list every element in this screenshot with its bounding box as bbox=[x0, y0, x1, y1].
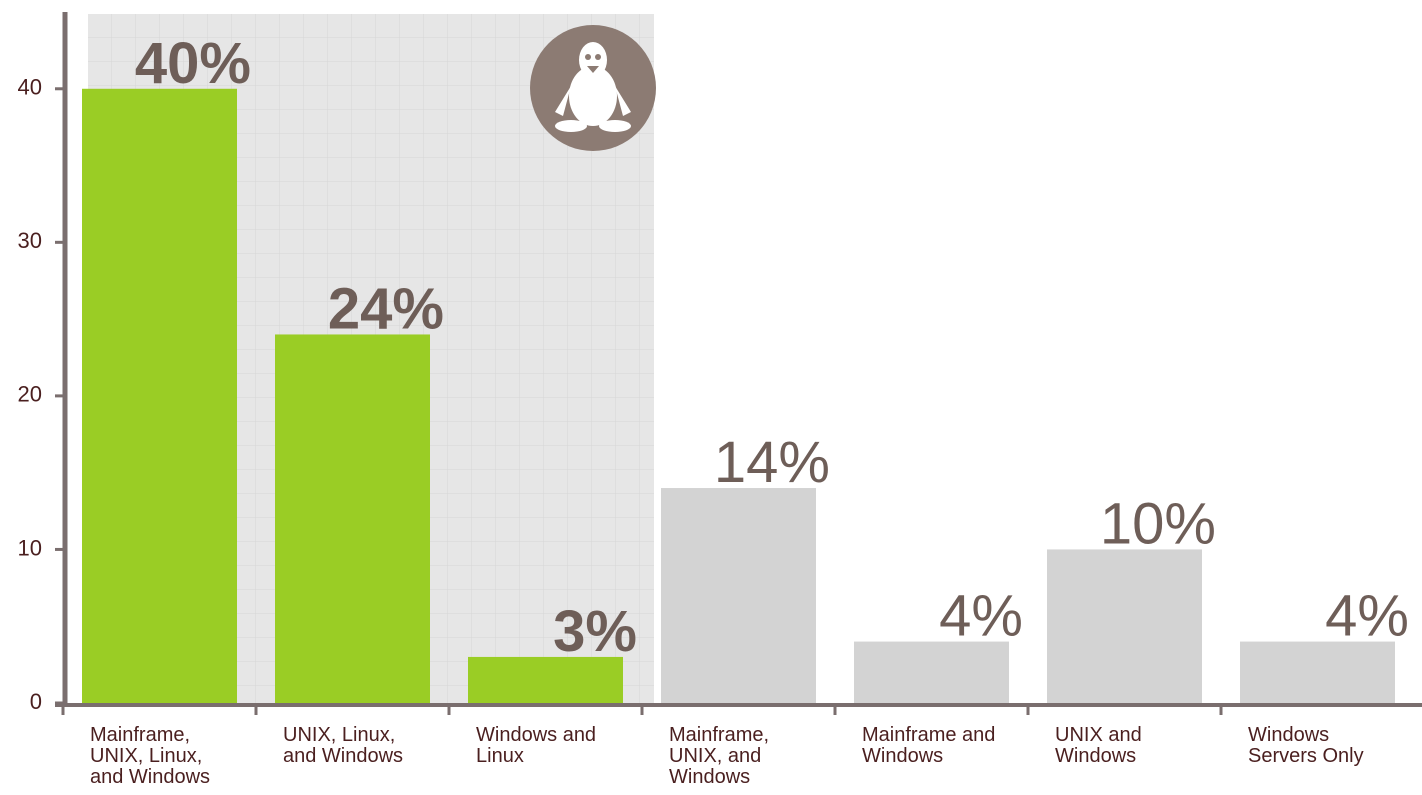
y-tick-label: 40 bbox=[18, 75, 42, 100]
x-tick-label: UNIX, Linux, and Windows bbox=[283, 724, 404, 767]
bar bbox=[1047, 549, 1202, 703]
value-label: 10% bbox=[1100, 491, 1216, 556]
bar bbox=[275, 334, 430, 703]
linux-icon bbox=[530, 25, 656, 151]
y-tick-label: 10 bbox=[18, 535, 42, 560]
y-tick-label: 0 bbox=[30, 689, 42, 714]
value-label: 4% bbox=[939, 584, 1023, 649]
x-tick-label: Mainframe, UNIX, Linux, and Windows bbox=[90, 724, 211, 788]
x-tick-label: Windows and Linux bbox=[476, 724, 597, 767]
x-tick-label: Windows Servers Only bbox=[1248, 724, 1364, 767]
value-label: 14% bbox=[714, 430, 830, 495]
bar bbox=[1240, 641, 1395, 703]
bar bbox=[82, 88, 237, 704]
bar bbox=[468, 656, 623, 703]
value-label: 3% bbox=[553, 599, 637, 664]
x-tick-label: UNIX and Windows bbox=[1055, 724, 1142, 767]
value-label: 24% bbox=[328, 276, 444, 341]
value-label: 40% bbox=[135, 31, 251, 96]
x-tick-label: Mainframe and Windows bbox=[862, 724, 996, 767]
x-tick-label: Mainframe, UNIX, and Windows bbox=[669, 724, 770, 788]
bar bbox=[854, 641, 1009, 703]
y-tick-label: 20 bbox=[18, 382, 42, 407]
value-label: 4% bbox=[1325, 584, 1409, 649]
y-tick-label: 30 bbox=[18, 228, 42, 253]
bar bbox=[661, 488, 816, 703]
